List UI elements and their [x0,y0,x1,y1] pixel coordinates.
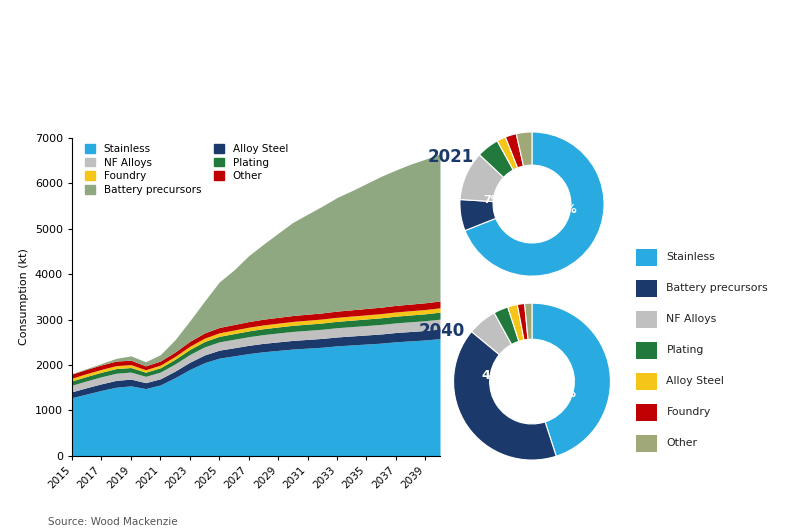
Wedge shape [508,305,524,341]
Bar [636,280,657,297]
Text: Battery precursors: Battery precursors [666,282,768,293]
Text: Alloy Steel: Alloy Steel [666,376,724,386]
Wedge shape [525,303,532,339]
Bar [636,403,657,421]
Text: 45%: 45% [547,387,577,400]
Y-axis label: Consumption (kt): Consumption (kt) [19,249,30,345]
Bar [636,249,657,266]
Text: 2021: 2021 [427,148,474,166]
Text: Plating: Plating [666,344,704,355]
Wedge shape [494,307,519,345]
Wedge shape [479,141,514,178]
Bar [636,311,657,328]
Text: 69%: 69% [547,204,577,216]
Bar [636,341,657,359]
Text: Source: Wood Mackenzie: Source: Wood Mackenzie [48,517,178,527]
Wedge shape [460,199,496,231]
Text: Other: Other [666,438,698,448]
Bar [636,435,657,452]
Wedge shape [516,132,532,166]
Text: Foundry: Foundry [666,407,710,417]
Legend: Stainless, NF Alloys, Foundry, Battery precursors, Alloy Steel, Plating, Other: Stainless, NF Alloys, Foundry, Battery p… [81,140,292,199]
Text: NF Alloys: NF Alloys [666,314,717,324]
Wedge shape [532,303,610,456]
Wedge shape [518,304,528,340]
Text: 41%: 41% [482,369,512,382]
Bar [636,373,657,390]
Wedge shape [506,134,523,168]
Wedge shape [465,132,604,276]
Text: Use in batteries will double global nickel demand: Use in batteries will double global nick… [14,28,538,47]
Text: Stainless: Stainless [666,252,715,262]
Text: 2040: 2040 [418,322,465,340]
Text: 7%: 7% [483,196,502,206]
Wedge shape [498,137,518,170]
Text: by 2040: by 2040 [14,74,98,93]
Wedge shape [454,332,556,460]
Wedge shape [460,155,504,201]
Wedge shape [471,313,511,355]
